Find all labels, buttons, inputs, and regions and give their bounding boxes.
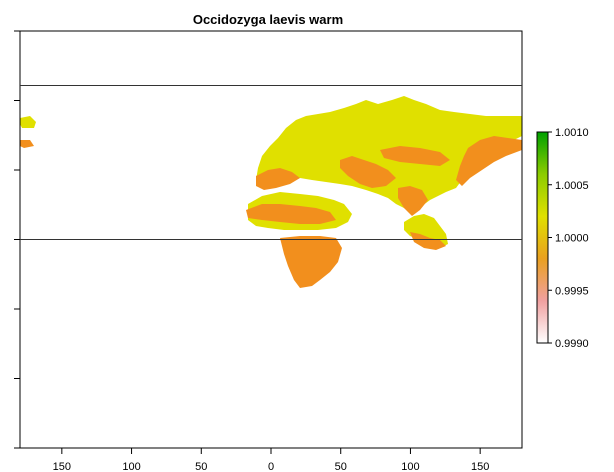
east-asia-decline-region	[456, 136, 522, 186]
middle-east-decline-region	[340, 156, 396, 188]
legend-label: 1.0005	[555, 180, 589, 192]
mediterranean-decline-region	[256, 168, 300, 190]
se-asia-decline-region	[410, 232, 446, 250]
legend-label: 1.0000	[555, 233, 589, 245]
legend-ticks: 1.0010 1.0005 1.0000 0.9995 0.9990	[548, 127, 589, 350]
y-axis	[14, 30, 20, 449]
legend-label: 1.0010	[555, 127, 589, 139]
legend-colorbar	[536, 131, 549, 344]
sahel-decline-region	[246, 204, 336, 224]
reference-lines	[20, 84, 522, 240]
central-asia-decline-region	[380, 146, 450, 166]
x-tick-label: 50	[195, 461, 207, 472]
alaska-decline-region	[20, 140, 34, 148]
alaska-stable-region	[20, 116, 36, 128]
x-tick-label: 100	[122, 461, 140, 472]
legend-label: 0.9995	[555, 285, 589, 297]
x-tick-label: 50	[335, 461, 347, 472]
india-decline-region	[398, 186, 428, 216]
legend-label: 0.9990	[555, 338, 589, 350]
x-axis: 150 100 50 0 50 100 150	[53, 448, 489, 472]
legend: 1.0010 1.0005 1.0000 0.9995 0.9990	[536, 127, 589, 350]
x-tick-label: 0	[268, 461, 274, 472]
map-title: Occidozyga laevis warm	[193, 12, 343, 27]
x-tick-label: 150	[53, 461, 71, 472]
x-tick-label: 100	[401, 461, 419, 472]
southern-africa-decline-region	[280, 236, 342, 288]
x-tick-label: 150	[471, 461, 489, 472]
land-raster	[20, 96, 522, 288]
